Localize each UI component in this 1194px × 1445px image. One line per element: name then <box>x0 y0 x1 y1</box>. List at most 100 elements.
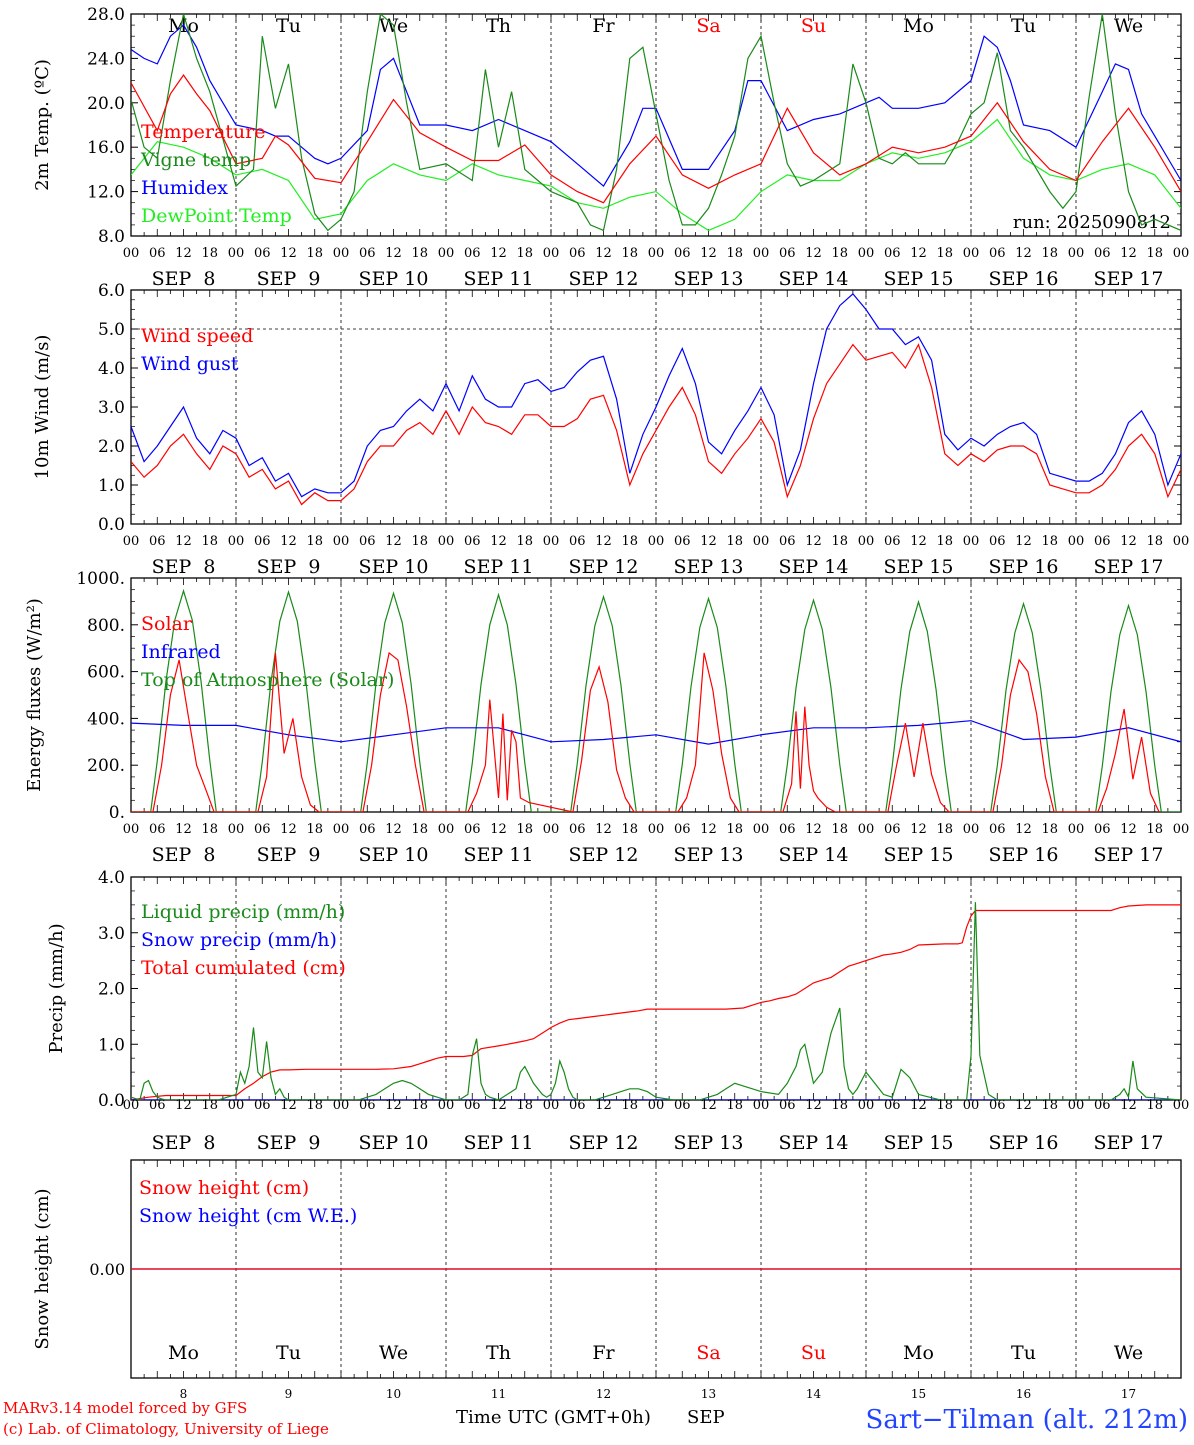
y-tick-label: 0.0 <box>98 1091 125 1111</box>
hour-label: 18 <box>621 246 638 261</box>
hour-label: 12 <box>700 822 717 837</box>
hour-label: 18 <box>726 534 743 549</box>
hour-label: 00 <box>648 246 665 261</box>
hour-label: 00 <box>1068 822 1085 837</box>
hour-label: 00 <box>228 1098 245 1113</box>
date-label: SEP 11 <box>464 556 534 578</box>
hour-label: 12 <box>490 534 507 549</box>
hour-label: 18 <box>201 822 218 837</box>
legend-entry: Snow height (cm) <box>139 1177 309 1199</box>
hour-label: 12 <box>1015 246 1032 261</box>
date-label: SEP 17 <box>1094 268 1164 290</box>
hour-label: 00 <box>753 246 770 261</box>
hour-label: 00 <box>1173 1098 1190 1113</box>
date-label: SEP 14 <box>779 268 849 290</box>
hour-label: 18 <box>726 1098 743 1113</box>
series-line-liquid-precip-mm-h <box>131 902 1181 1100</box>
hour-label: 12 <box>280 246 297 261</box>
run-annotation: run: 2025090812 <box>1013 212 1171 233</box>
hour-label: 06 <box>149 534 166 549</box>
hour-label: 18 <box>726 246 743 261</box>
day-number: 11 <box>491 1387 506 1401</box>
hour-label: 00 <box>543 1098 560 1113</box>
hour-label: 18 <box>1041 534 1058 549</box>
hour-label: 12 <box>385 534 402 549</box>
day-number: 10 <box>386 1387 401 1401</box>
day-name: Sa <box>696 15 720 37</box>
hour-label: 12 <box>385 1098 402 1113</box>
hour-label: 06 <box>359 246 376 261</box>
day-number: 16 <box>1016 1387 1031 1401</box>
series-line-dewpoint-temp <box>131 118 1181 232</box>
hour-label: 00 <box>1068 246 1085 261</box>
day-number: 15 <box>911 1387 926 1401</box>
hour-label: 00 <box>858 822 875 837</box>
day-name: Su <box>801 1342 826 1364</box>
hour-label: 00 <box>123 1098 140 1113</box>
hour-label: 00 <box>648 534 665 549</box>
hour-label: 00 <box>228 246 245 261</box>
hour-label: 06 <box>884 246 901 261</box>
hour-label: 06 <box>989 1098 1006 1113</box>
hour-label: 12 <box>1015 1098 1032 1113</box>
day-number: 12 <box>596 1387 611 1401</box>
date-label: SEP 8 <box>152 844 216 866</box>
hour-label: 18 <box>201 246 218 261</box>
day-number: 13 <box>701 1387 716 1401</box>
y-tick-label: 0. <box>109 803 125 823</box>
panel-energy: 0. 200. 400. 600. 800. 1000. Energy fluxes (W/… <box>24 569 1189 866</box>
hour-label: 06 <box>1094 246 1111 261</box>
hour-label: 12 <box>700 534 717 549</box>
date-label: SEP 13 <box>674 1132 744 1154</box>
series-line-wind-speed <box>131 343 1181 506</box>
y-tick-label: 3.0 <box>98 924 125 944</box>
day-name: We <box>1114 15 1143 37</box>
date-label: SEP 8 <box>152 556 216 578</box>
day-number: 8 <box>180 1387 188 1401</box>
legend-entry: Snow height (cm W.E.) <box>139 1205 357 1227</box>
date-label: SEP 15 <box>884 1132 954 1154</box>
y-tick-label: 2.0 <box>98 980 125 1000</box>
date-label: SEP 16 <box>989 556 1059 578</box>
date-label: SEP 12 <box>569 844 639 866</box>
date-label: SEP 15 <box>884 844 954 866</box>
panel-snow: 0.00 Snow height (cm) Mo 8 Tu 9 We 10 Th 11 Fr 12 Sa… <box>32 1159 1182 1401</box>
y-axis-label: Precip (mm/h) <box>46 923 67 1053</box>
hour-label: 12 <box>1120 534 1137 549</box>
hour-label: 00 <box>123 534 140 549</box>
hour-label: 12 <box>910 534 927 549</box>
y-axis-label: Snow height (cm) <box>32 1188 53 1349</box>
hour-label: 00 <box>963 246 980 261</box>
hour-label: 12 <box>805 534 822 549</box>
hour-label: 18 <box>1146 246 1163 261</box>
y-tick-label: 1000. <box>76 569 125 589</box>
date-label: SEP 17 <box>1094 1132 1164 1154</box>
hour-label: 06 <box>254 534 271 549</box>
hour-label: 06 <box>359 534 376 549</box>
panel-temperature: 8.0 12.0 16.0 20.0 24.0 28.0 2m Temp. (ºC) 00 06… <box>32 5 1189 290</box>
day-name: Fr <box>592 15 615 37</box>
hour-label: 18 <box>411 246 428 261</box>
day-name: Fr <box>592 1342 615 1364</box>
hour-label: 06 <box>779 1098 796 1113</box>
y-tick-label: 5.0 <box>98 320 125 340</box>
hour-label: 18 <box>516 822 533 837</box>
panel-precip: 0.0 1.0 2.0 3.0 4.0 Precip (mm/h) 00 06 12 18 SEP … <box>46 868 1189 1154</box>
y-tick-label: 12.0 <box>87 183 125 203</box>
hour-label: 12 <box>280 534 297 549</box>
date-label: SEP 8 <box>152 268 216 290</box>
y-tick-label: 2.0 <box>98 437 125 457</box>
hour-label: 06 <box>884 1098 901 1113</box>
hour-label: 06 <box>1094 1098 1111 1113</box>
series-line-solar <box>131 651 1160 812</box>
hour-label: 00 <box>648 1098 665 1113</box>
hour-label: 06 <box>569 534 586 549</box>
date-label: SEP 12 <box>569 1132 639 1154</box>
hour-label: 00 <box>438 822 455 837</box>
y-tick-label: 1.0 <box>98 1035 125 1055</box>
y-tick-label: 0.00 <box>89 1260 125 1279</box>
hour-label: 00 <box>123 246 140 261</box>
hour-label: 00 <box>1173 534 1190 549</box>
hour-label: 00 <box>753 822 770 837</box>
date-label: SEP 16 <box>989 1132 1059 1154</box>
